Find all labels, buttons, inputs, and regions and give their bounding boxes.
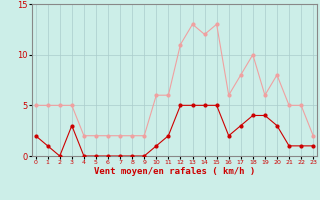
X-axis label: Vent moyen/en rafales ( km/h ): Vent moyen/en rafales ( km/h ): [94, 167, 255, 176]
